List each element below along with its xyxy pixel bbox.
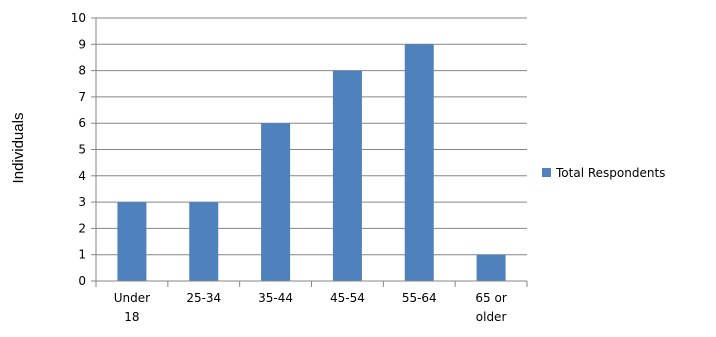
x-tick-label: 35-44 [258, 291, 293, 305]
legend-label: Total Respondents [555, 166, 665, 180]
x-tick-labels: Under 18 25-34 35-44 45-54 55-64 65 or older [114, 291, 507, 324]
y-tick-label: 2 [78, 221, 86, 235]
y-tick-label: 6 [78, 116, 86, 130]
x-tick-label: 25-34 [186, 291, 221, 305]
bar [404, 44, 434, 281]
axes [95, 18, 528, 287]
bar [332, 70, 362, 281]
gridlines [91, 17, 527, 282]
x-tick-label: Under 18 [114, 291, 150, 324]
bars [117, 44, 506, 281]
bar [476, 254, 506, 281]
y-axis-label: Individuals [10, 113, 27, 184]
y-tick-label: 7 [78, 90, 86, 104]
y-tick-labels: 0 1 2 3 4 5 6 7 8 9 10 [71, 11, 86, 288]
x-tick-label: 45-54 [330, 291, 365, 305]
y-tick-label: 4 [78, 169, 86, 183]
y-tick-label: 10 [71, 11, 86, 25]
y-tick-label: 9 [78, 37, 86, 51]
legend-swatch [542, 168, 551, 177]
y-tick-label: 0 [78, 274, 86, 288]
y-tick-label: 8 [78, 64, 86, 78]
bar [261, 123, 291, 281]
bar [189, 202, 219, 281]
y-tick-label: 1 [78, 248, 86, 262]
y-tick-label: 3 [78, 195, 86, 209]
y-tick-label: 5 [78, 143, 86, 157]
x-tick-label: 65 or older [475, 291, 506, 324]
x-tick-label: 55-64 [402, 291, 437, 305]
bar [117, 202, 147, 281]
legend: Total Respondents [542, 166, 665, 180]
